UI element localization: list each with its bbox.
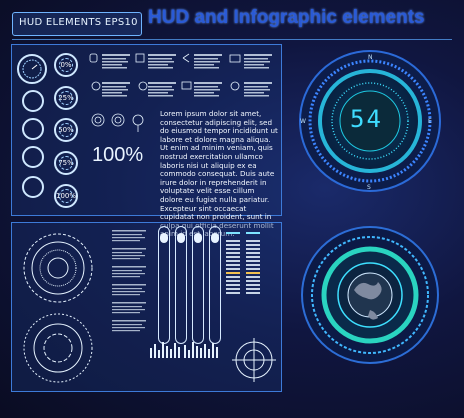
compass-east: E xyxy=(428,118,432,125)
speed-dial xyxy=(299,50,441,192)
lorem-paragraph: Lorem ipsum dolor sit amet, consectetur … xyxy=(160,109,278,239)
gauge-label: 100% xyxy=(56,192,77,200)
clock-icon xyxy=(230,81,240,91)
server-icon xyxy=(135,53,145,63)
percent-gauge-75: 75% xyxy=(54,151,78,175)
header-divider xyxy=(12,39,452,40)
gauge-small-1 xyxy=(22,90,44,112)
dial-value: 54 xyxy=(350,105,383,133)
mail-icon xyxy=(229,54,241,63)
badge-label: HUD ELEMENTS EPS10 xyxy=(19,17,138,28)
share-icon xyxy=(182,53,190,63)
compass-north: N xyxy=(368,54,373,61)
crosshair-icon xyxy=(232,338,276,382)
gauge-small-2 xyxy=(22,118,44,140)
gauge-small-3 xyxy=(22,146,44,168)
compass-south: S xyxy=(367,184,371,191)
bulb-icon xyxy=(132,114,144,126)
percent-gauge-25: 25% xyxy=(54,86,78,110)
filler-text-col-1 xyxy=(112,230,146,332)
gauge-label: 0% xyxy=(60,61,72,69)
slider-knob[interactable] xyxy=(160,233,168,243)
gauge-label: 50% xyxy=(58,126,74,134)
percent-gauge-0: 0% xyxy=(54,53,78,77)
percent-gauge-50: 50% xyxy=(54,118,78,142)
globe-icon xyxy=(138,81,148,91)
gauge-label: 75% xyxy=(58,159,74,167)
radial-icons xyxy=(91,113,144,132)
big-percent: 100% xyxy=(92,144,144,166)
slider-1[interactable] xyxy=(158,226,170,344)
settings-icon xyxy=(91,81,101,91)
slider-knob[interactable] xyxy=(177,233,185,243)
gauge-small-4 xyxy=(22,176,44,198)
sun-icon xyxy=(91,113,105,127)
slider-knob[interactable] xyxy=(194,233,202,243)
page-title: HUD and Infographic elements xyxy=(148,7,425,28)
sun-icon xyxy=(111,113,125,127)
gauge-icon xyxy=(22,59,42,79)
radial-hud-bottom xyxy=(23,313,93,383)
slider-4[interactable] xyxy=(209,226,221,344)
gauge-label: 25% xyxy=(58,94,74,102)
compass-west: W xyxy=(300,118,306,125)
chart-icon xyxy=(181,81,192,90)
icon-grid xyxy=(89,53,272,97)
percent-gauge-100: 100% xyxy=(54,184,78,208)
mini-bar-chart xyxy=(150,342,218,358)
slider-2[interactable] xyxy=(175,226,187,344)
equalizer-bars xyxy=(226,232,260,294)
speed-gauge-large xyxy=(17,54,47,84)
slider-knob[interactable] xyxy=(211,233,219,243)
slider-3[interactable] xyxy=(192,226,204,344)
globe-dial xyxy=(301,226,439,364)
shield-icon xyxy=(89,53,98,63)
title-badge: HUD ELEMENTS EPS10 xyxy=(12,12,142,36)
radial-hud-top xyxy=(23,233,93,303)
